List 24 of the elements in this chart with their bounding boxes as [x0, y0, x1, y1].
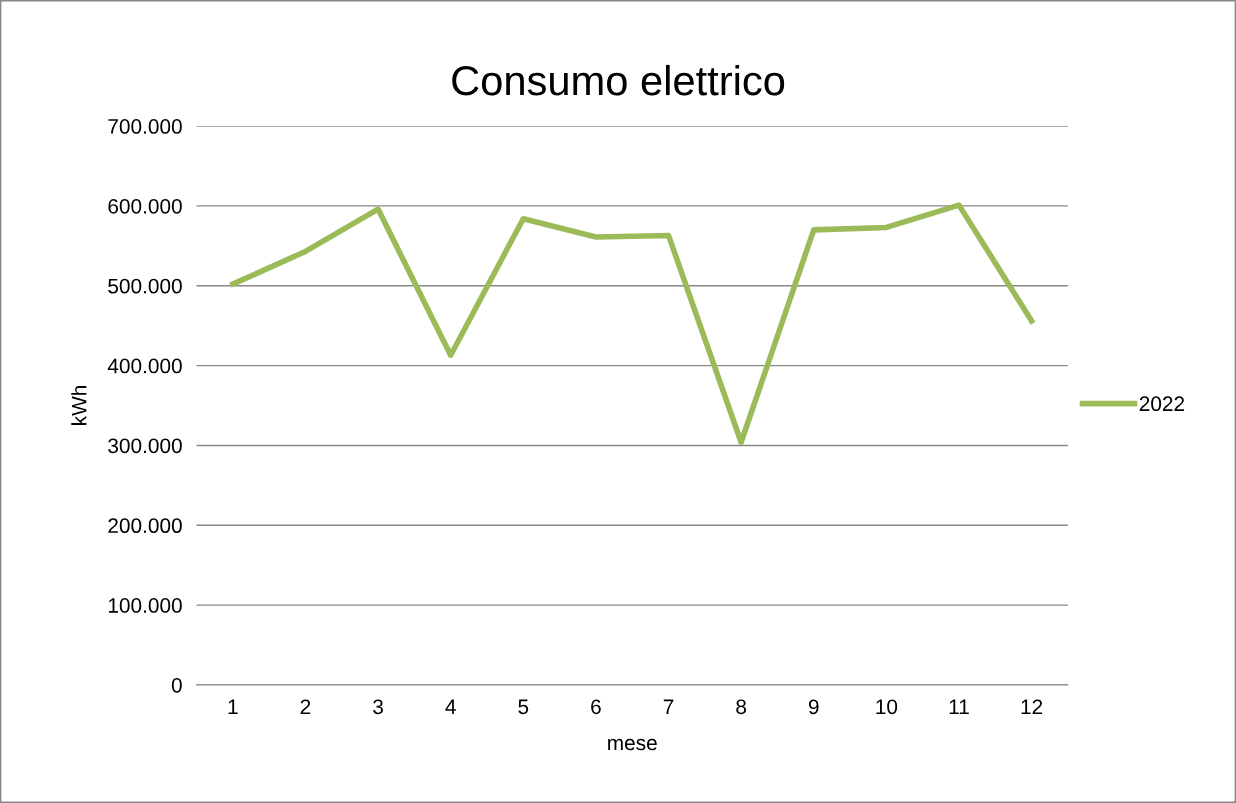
y-tick-label: 500.000: [108, 278, 182, 294]
x-tick-label: 7: [663, 699, 674, 714]
y-tick-label: 700.000: [108, 119, 182, 134]
x-tick-label: 10: [876, 699, 898, 715]
legend-label: 2022: [1139, 396, 1185, 412]
y-tick-label: 600.000: [108, 198, 182, 214]
y-tick-label: 0: [171, 677, 182, 693]
x-tick-label: 11: [949, 699, 969, 714]
x-tick-label: 6: [591, 699, 601, 715]
y-tick-label: 100.000: [108, 598, 182, 613]
y-tick-label: 400.000: [107, 358, 182, 374]
x-tick-label: 8: [736, 699, 747, 715]
x-tick-label: 9: [808, 699, 819, 715]
x-tick-label: 5: [518, 699, 529, 715]
y-tick-label: 200.000: [108, 518, 182, 534]
x-tick-label: 4: [445, 699, 456, 714]
x-axis-title: mese: [608, 738, 657, 751]
y-tick-label: 300.000: [108, 438, 182, 454]
x-tick-label: 1: [228, 699, 238, 714]
chart-title: Consumo elettrico: [452, 64, 785, 96]
x-tick-label: 12: [1021, 699, 1043, 714]
x-tick-label: 3: [373, 699, 383, 715]
x-tick-label: 2: [300, 699, 311, 714]
y-axis-title: kWh: [71, 386, 87, 425]
